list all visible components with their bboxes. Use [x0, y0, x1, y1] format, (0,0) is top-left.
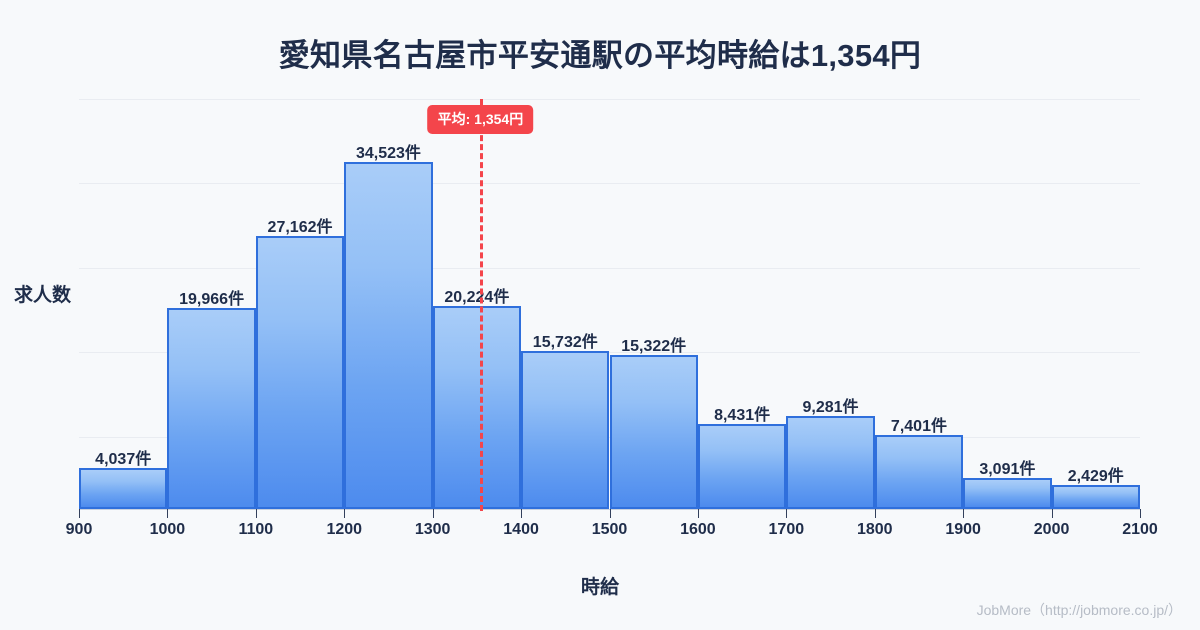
bar	[786, 415, 875, 509]
bar	[255, 236, 345, 509]
x-axis-tick	[1140, 509, 1141, 518]
bar-value-label: 34,523件	[355, 145, 421, 163]
x-axis-tick-label: 1900	[945, 521, 981, 538]
bar-value-label: 2,429件	[1067, 467, 1124, 485]
bar-value-label: 15,322件	[621, 338, 687, 356]
bar-value-label: 19,966件	[179, 291, 245, 309]
y-axis-label: 求人数	[14, 285, 72, 306]
x-axis-tick	[786, 509, 788, 518]
x-axis-tick-label: 1500	[591, 521, 628, 538]
gridline	[79, 99, 1140, 100]
bar	[432, 305, 522, 509]
bar-value-label: 27,162件	[267, 219, 333, 237]
x-axis-tick-label: 2000	[1033, 521, 1070, 538]
footer-credit: JobMore（http://jobmore.co.jp/）	[976, 602, 1182, 618]
gridline	[79, 183, 1140, 184]
bar-value-label: 4,037件	[95, 451, 152, 469]
bar-value-label: 3,091件	[979, 460, 1036, 478]
gridline	[79, 268, 1140, 269]
average-line	[480, 99, 484, 511]
bar-value-label: 15,732件	[532, 333, 598, 351]
x-axis-tick	[255, 509, 257, 518]
x-axis-tick	[697, 509, 699, 518]
bar	[609, 355, 698, 509]
x-axis-tick-label: 1400	[503, 521, 539, 538]
bar	[167, 308, 256, 509]
x-axis-tick-label: 1100	[238, 521, 274, 538]
bar	[697, 424, 787, 509]
bar	[521, 350, 610, 509]
x-axis-tick-label: 1700	[768, 521, 805, 538]
x-axis-tick	[79, 509, 80, 518]
x-axis-tick	[432, 509, 434, 518]
x-axis-tick	[1051, 509, 1053, 518]
x-axis-tick	[521, 509, 523, 518]
x-axis-tick-label: 2100	[1122, 521, 1158, 538]
x-axis-tick-label: 1200	[326, 521, 363, 538]
x-axis-tick	[344, 509, 346, 518]
bar-value-label: 8,431件	[714, 407, 771, 425]
page-title: 愛知県名古屋市平安通駅の平均時給は1,354円	[278, 38, 922, 73]
bar	[344, 162, 433, 509]
x-axis-tick	[963, 509, 965, 518]
bar-value-label: 20,224件	[444, 288, 510, 306]
bar	[963, 477, 1052, 509]
bar-value-label: 9,281件	[802, 398, 859, 416]
x-axis-tick-label: 900	[65, 521, 93, 538]
gridline	[79, 352, 1140, 353]
x-axis-tick	[609, 509, 611, 518]
x-axis-tick-label: 1800	[856, 521, 893, 538]
bar	[1051, 484, 1140, 509]
x-axis-tick-label: 1300	[414, 521, 451, 538]
x-axis-tick-label: 1600	[680, 521, 716, 538]
x-axis-tick-label: 1000	[149, 521, 186, 538]
x-axis-label: 時給	[580, 577, 619, 598]
x-axis-tick	[167, 509, 169, 518]
bar	[79, 468, 168, 509]
bar	[874, 434, 964, 509]
average-badge: 平均: 1,354円	[427, 105, 534, 134]
bar-value-label: 7,401件	[890, 417, 947, 435]
x-axis-tick	[874, 509, 876, 518]
